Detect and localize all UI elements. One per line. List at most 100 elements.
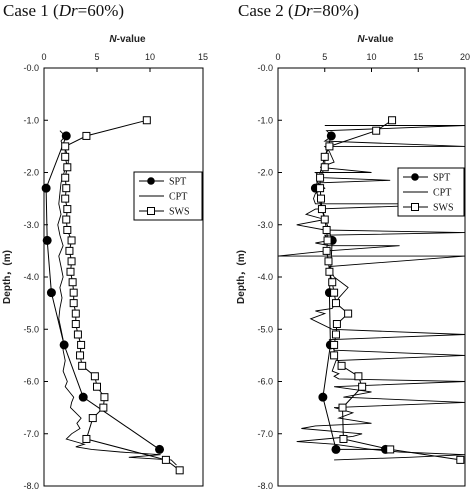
case1-sws-point <box>69 288 78 297</box>
case1-sws-point <box>67 257 76 266</box>
case1-y-tick-label: -2.0 <box>23 168 39 178</box>
case2-x-tick-label: 10 <box>366 52 376 62</box>
case2-title-italic: Dr <box>293 1 313 20</box>
case2-x-tick-label: 0 <box>275 52 280 62</box>
case2-y-tick-label: -8.0 <box>257 481 273 490</box>
case1-y-tick-label: -7.0 <box>23 429 39 439</box>
case1-sws-point <box>100 393 109 402</box>
case2-y-tick-label: -3.0 <box>257 220 273 230</box>
case2-legend-spt-label: SPT <box>433 173 450 184</box>
case1-sws-point <box>67 236 76 245</box>
case1-title-italic: Dr <box>58 1 78 20</box>
case1-y-axis-label: Depth，(m) <box>2 250 13 304</box>
case1-legend-sws-label: SWS <box>169 207 190 218</box>
case1-spt-point <box>155 444 165 454</box>
case1-cpt-line <box>57 130 177 466</box>
case1-sws-point <box>71 309 80 318</box>
case2-sws-point <box>358 382 367 391</box>
case1-sws-point <box>175 466 184 475</box>
case2-sws-point <box>330 288 339 297</box>
case2-sws-point <box>456 455 465 464</box>
case2-legend-sws-marker <box>411 203 419 211</box>
case1-y-tick-label: -4.0 <box>23 272 39 282</box>
case2-sws-point <box>344 309 353 318</box>
case1-x-axis-label-italic: N <box>109 34 117 45</box>
case2-x-axis-label: N-value <box>357 34 394 45</box>
case1-sws-point <box>61 173 70 182</box>
case1-spt-point <box>42 235 52 245</box>
case2-sws-point <box>386 445 395 454</box>
case2-sws-point <box>320 163 329 172</box>
case2-sws-point <box>320 152 329 161</box>
case1-sws-point <box>93 382 101 391</box>
case1-x-tick-label: 5 <box>94 52 99 62</box>
case1-sws-point <box>88 414 97 423</box>
case1-sws-point <box>82 434 91 443</box>
case1-y-tick-label: -8.0 <box>23 481 39 490</box>
case1-legend: SPT CPT SWS <box>133 171 203 221</box>
case2-sws-point <box>337 361 346 370</box>
case2-y-tick-label: -4.0 <box>257 272 273 282</box>
case1-x-axis-label: N-value <box>109 34 146 45</box>
case2-sws-point <box>316 184 325 193</box>
case1-sws-point <box>161 455 170 464</box>
case2-spt-point <box>318 392 328 402</box>
case1-sws-point <box>66 267 75 276</box>
case2-title-prefix: Case 2 ( <box>238 1 294 20</box>
case1-y-tick-label: -5.0 <box>23 324 39 334</box>
case2-x-tick-label: 15 <box>413 52 423 62</box>
case2-panel: 0 5 10 15 20 -0.0 -1.0 -2.0 -3.0 -4.0 -5.0 -6.0 -7.0… <box>236 34 470 490</box>
case1-sws-point <box>142 116 151 125</box>
case2-sws-point <box>325 142 334 151</box>
case2-sws-point <box>372 126 381 135</box>
case2-sws-point <box>320 215 329 224</box>
case2-x-axis-label-rest: -value <box>365 34 394 45</box>
case1-sws-point <box>77 340 86 349</box>
case2-y-tick-label: -6.0 <box>257 377 273 387</box>
case1-y-tick-label: -6.0 <box>23 377 39 387</box>
case1-sws-point <box>65 246 74 255</box>
case1-sws-point <box>62 184 71 193</box>
case2-y-tick-label: -1.0 <box>257 115 273 125</box>
case1-x-axis-label-rest: -value <box>117 34 146 45</box>
case2-y-axis-label: Depth，(m) <box>236 250 247 304</box>
case1-legend-spt-label: SPT <box>169 177 186 188</box>
case1-x-tick-label: 0 <box>41 52 46 62</box>
case1-title-prefix: Case 1 ( <box>3 1 59 20</box>
case2-sws-point <box>322 246 331 255</box>
case1-sws-point <box>61 152 70 161</box>
case2-y-tick-label: -0.0 <box>257 63 273 73</box>
case2-sws-point <box>324 257 333 266</box>
case1-sws-point <box>71 320 80 329</box>
case2-sws-point <box>316 173 325 182</box>
case2-legend-spt-marker <box>411 173 419 181</box>
case1-sws-point <box>63 205 72 214</box>
case1-sws-point <box>82 131 91 140</box>
case2-sws-point <box>331 299 340 308</box>
case2-y-tick-label: -2.0 <box>257 168 273 178</box>
case1-x-tick-label: 10 <box>145 52 155 62</box>
case2-sws-point <box>328 278 337 287</box>
case2-sws-point <box>330 351 339 360</box>
case1-sws-point <box>61 194 70 203</box>
case1-legend-spt-marker <box>147 177 155 185</box>
case1-sws-point <box>63 225 72 234</box>
case2-x-tick-label: 20 <box>460 52 470 62</box>
case2-cpt-line <box>277 125 466 461</box>
case1-spt-point <box>41 183 51 193</box>
case1-title: Case 1 (Dr=60%) <box>3 1 124 21</box>
case2-legend-cpt-label: CPT <box>433 188 451 199</box>
case1-spt-point <box>78 392 88 402</box>
case1-panel: 0 5 10 15 -0.0 -1.0 -2.0 -3.0 -4.0 -5.0 -6.0 -7.0 -8… <box>2 34 208 490</box>
case1-plot-frame <box>43 67 204 487</box>
case1-sws-point <box>90 372 99 381</box>
case2-sws-point <box>388 116 397 125</box>
case1-spt-point <box>61 131 71 141</box>
case1-spt-point <box>46 288 56 298</box>
case1-legend-sws-marker <box>147 207 155 215</box>
case1-sws-point <box>68 278 77 287</box>
case1-y-tick-label: -1.0 <box>23 115 39 125</box>
case2-title-suffix: =80%) <box>312 1 360 20</box>
case1-sws-point <box>62 215 71 224</box>
